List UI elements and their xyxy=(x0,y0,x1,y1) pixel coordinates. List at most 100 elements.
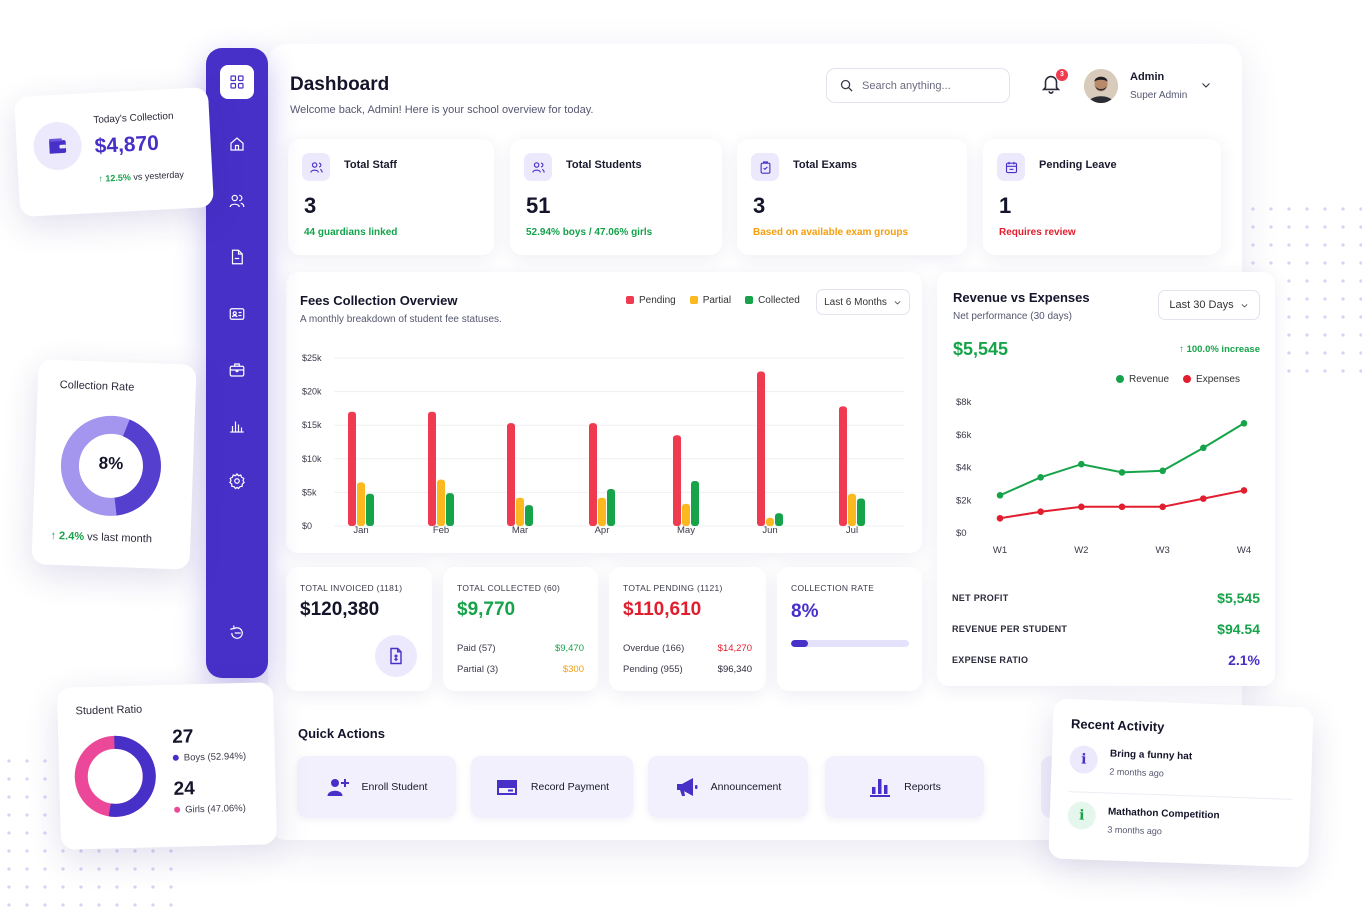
collection-rate-change-suffix: vs last month xyxy=(86,531,153,546)
enroll-student-label: Enroll Student xyxy=(361,781,428,793)
fees-bar-chart: $0 $5k $10k $15k $20k $25k Jan Feb Mar Apr May Jun J… xyxy=(302,353,904,536)
sidebar-item-id-cards[interactable] xyxy=(221,298,253,330)
y-tick-label: $0 xyxy=(956,528,967,539)
bar-collected-mar xyxy=(525,505,533,526)
user-menu-toggle[interactable] xyxy=(1200,78,1214,92)
total-invoiced-card[interactable]: TOTAL INVOICED (1181) $120,380 xyxy=(286,567,432,691)
x-tick-label: May xyxy=(677,525,695,536)
sidebar-item-reports[interactable] xyxy=(221,410,253,442)
today-collection-label: Today's Collection xyxy=(93,110,174,127)
bar-pending-mar xyxy=(507,423,515,526)
x-tick-label: Jul xyxy=(846,525,858,536)
activity-title: Mathathon Competition xyxy=(1107,806,1220,822)
collection-rate-label: COLLECTION RATE xyxy=(791,583,875,593)
bar-partial-apr xyxy=(598,497,606,526)
today-change-suffix: vs yesterday xyxy=(133,169,185,183)
partial-row: Partial (3) $300 xyxy=(457,664,584,675)
sidebar-item-logout[interactable] xyxy=(221,617,253,649)
sidebar-item-documents[interactable] xyxy=(221,241,253,273)
net-profit-value: $5,545 xyxy=(1217,590,1260,606)
activity-time: 2 months ago xyxy=(1109,766,1165,779)
fees-range-dropdown[interactable]: Last 6 Months xyxy=(816,289,910,315)
bar-collected-apr xyxy=(607,489,615,526)
point-expenses xyxy=(1037,508,1044,516)
clipboard-icon xyxy=(751,153,779,181)
y-tick-label: $8k xyxy=(956,397,972,408)
y-tick-label: $2k xyxy=(956,495,972,506)
stat-label: Total Students xyxy=(566,159,642,171)
stat-card-total-exams[interactable]: Total Exams 3 Based on available exam gr… xyxy=(737,139,967,255)
activity-item[interactable]: i Mathathon Competition 3 months ago xyxy=(1067,799,1293,853)
bar-pending-may xyxy=(673,435,681,526)
wallet-icon xyxy=(32,120,83,172)
notifications-button[interactable]: 3 xyxy=(1040,69,1068,98)
search-input[interactable] xyxy=(862,79,992,92)
boys-label: Boys (52.94%) xyxy=(172,751,246,764)
y-tick-label: $6k xyxy=(956,430,972,441)
stat-label: Total Staff xyxy=(344,159,397,171)
collection-rate-change: ↑ 2.4% vs last month xyxy=(50,530,152,546)
search-box[interactable] xyxy=(826,68,1010,103)
total-collected-value: $9,770 xyxy=(457,599,516,620)
student-ratio-donut xyxy=(74,735,156,817)
revenue-per-student-value: $94.54 xyxy=(1217,621,1260,637)
users-icon xyxy=(302,153,330,181)
stat-note: 52.94% boys / 47.06% girls xyxy=(526,227,653,238)
today-change-value: 12.5% xyxy=(105,172,132,184)
bar-partial-jan xyxy=(357,482,365,526)
y-tick-label: $15k xyxy=(302,420,322,430)
donut-highlight xyxy=(60,415,161,516)
add-user-icon xyxy=(327,779,349,796)
avatar[interactable] xyxy=(1084,69,1118,103)
total-collected-card[interactable]: TOTAL COLLECTED (60) $9,770 Paid (57) $9,… xyxy=(443,567,598,691)
revenue-range-dropdown[interactable]: Last 30 Days xyxy=(1158,290,1260,320)
donut-center xyxy=(79,434,142,497)
logout-icon xyxy=(230,625,243,639)
wallet-icon xyxy=(496,780,517,795)
bell-icon xyxy=(1041,75,1061,94)
boys-count: 27 xyxy=(171,726,194,748)
recent-activity-title: Recent Activity xyxy=(1070,716,1165,735)
info-icon: i xyxy=(1067,801,1097,831)
stat-card-pending-leave[interactable]: Pending Leave 1 Requires review xyxy=(983,139,1221,255)
x-tick-label: W3 xyxy=(1156,545,1170,556)
enroll-student-button[interactable]: Enroll Student xyxy=(297,756,456,818)
bar-pending-jan xyxy=(348,411,356,526)
revenue-range-label: Last 30 Days xyxy=(1169,299,1234,311)
total-collected-label: TOTAL COLLECTED (60) xyxy=(457,583,561,593)
legend-expenses: Expenses xyxy=(1183,374,1240,385)
announcement-button[interactable]: Announcement xyxy=(648,756,808,818)
stat-card-total-staff[interactable]: Total Staff 3 44 guardians linked xyxy=(288,139,494,255)
revenue-total: $5,545 xyxy=(953,339,1009,359)
sidebar-item-dashboard[interactable] xyxy=(220,65,254,99)
pending-label: Pending (955) xyxy=(623,664,683,675)
collection-rate-summary-card[interactable]: COLLECTION RATE 8% xyxy=(777,567,922,691)
sidebar-item-settings[interactable] xyxy=(221,465,253,497)
stat-card-total-students[interactable]: Total Students 51 52.94% boys / 47.06% g… xyxy=(510,139,722,255)
total-pending-value: $110,610 xyxy=(623,599,702,620)
pending-value: $96,340 xyxy=(717,664,752,675)
activity-item[interactable]: i Bring a funny hat 2 months ago xyxy=(1069,743,1295,797)
collection-rate-card-label: Collection Rate xyxy=(59,379,135,394)
x-tick-label: Jan xyxy=(353,525,368,536)
sidebar-item-home[interactable] xyxy=(221,128,253,160)
overdue-label: Overdue (166) xyxy=(623,643,685,654)
today-collection-value: $4,870 xyxy=(94,131,160,158)
stat-note: Requires review xyxy=(999,227,1076,238)
point-expenses xyxy=(1240,487,1248,494)
reports-button[interactable]: Reports xyxy=(825,756,984,818)
point-revenue xyxy=(1200,444,1207,452)
point-expenses xyxy=(1159,503,1166,511)
student-ratio-card: Student Ratio 27 Boys (52.94%) 24 Girls … xyxy=(56,682,278,850)
x-tick-label: Mar xyxy=(512,525,528,536)
x-tick-label: W1 xyxy=(993,545,1007,556)
net-profit-row: NET PROFIT $5,545 xyxy=(952,590,1260,606)
collection-rate-value: 8% xyxy=(791,601,819,622)
total-pending-card[interactable]: TOTAL PENDING (1121) $110,610 Overdue (1… xyxy=(609,567,766,691)
sidebar-item-users[interactable] xyxy=(221,185,253,217)
sidebar-item-briefcase[interactable] xyxy=(221,354,253,386)
bar-partial-jul xyxy=(848,493,856,526)
bar-partial-jun xyxy=(766,517,774,526)
girls-label: Girls (47.06%) xyxy=(174,803,246,816)
record-payment-button[interactable]: Record Payment xyxy=(471,756,633,818)
